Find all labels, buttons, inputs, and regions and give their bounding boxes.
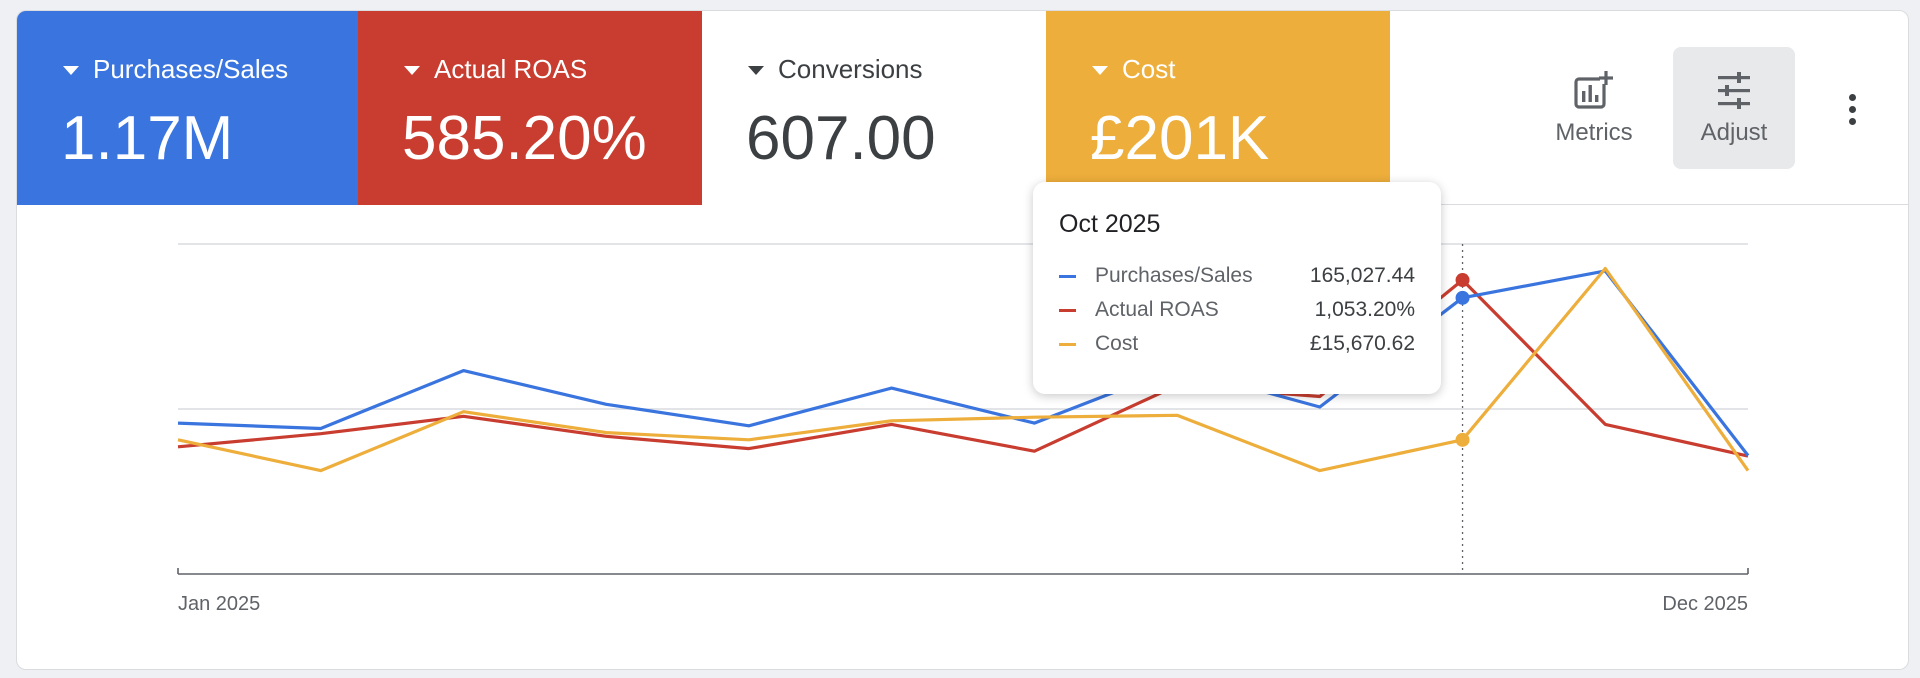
- tile-label: Purchases/Sales: [93, 54, 289, 84]
- series-line-cost: [177, 266, 1750, 473]
- highlight-point[interactable]: [1455, 273, 1470, 288]
- tooltip-row-name: Cost: [1095, 332, 1139, 355]
- tile-value: 585.20%: [402, 104, 647, 173]
- tooltip-row-name: Purchases/Sales: [1095, 264, 1253, 287]
- tooltip-row: Actual ROAS 1,053.20%: [1059, 293, 1415, 327]
- tile-label: Cost: [1122, 54, 1176, 84]
- tile-conversions[interactable]: Conversions 607.00: [702, 11, 1046, 205]
- add-chart-icon: [1574, 71, 1613, 109]
- series-line-actual-roas: [177, 278, 1749, 458]
- adjust-button[interactable]: Adjust: [1673, 47, 1795, 169]
- tile-label: Actual ROAS: [434, 54, 588, 84]
- series-line-purchases-sales: [177, 269, 1750, 457]
- dropdown-arrow-icon[interactable]: [1092, 66, 1108, 75]
- metrics-button[interactable]: Metrics: [1533, 47, 1655, 169]
- tooltip-row: Cost £15,670.62: [1059, 327, 1415, 361]
- tooltip-row-value: £15,670.62: [1309, 332, 1415, 355]
- chart-tooltip: Oct 2025 Purchases/Sales 165,027.44 Actu…: [1033, 182, 1441, 394]
- tile-label: Conversions: [778, 54, 923, 84]
- dropdown-arrow-icon[interactable]: [404, 66, 420, 75]
- dropdown-arrow-icon[interactable]: [748, 66, 764, 75]
- legend-swatch: [1059, 274, 1076, 278]
- tooltip-row: Purchases/Sales 165,027.44: [1059, 259, 1415, 293]
- tile-actual-roas[interactable]: Actual ROAS 585.20%: [358, 11, 702, 205]
- line-chart: Jan 2025 Dec 2025: [177, 243, 1750, 615]
- tune-icon: [1718, 72, 1750, 109]
- tooltip-row-value: 165,027.44: [1309, 264, 1415, 287]
- metric-tiles: Purchases/Sales 1.17M Actual ROAS 585.20…: [17, 11, 1908, 205]
- tile-cost[interactable]: Cost £201K: [1046, 11, 1390, 205]
- dropdown-arrow-icon[interactable]: [63, 66, 79, 75]
- highlight-point[interactable]: [1455, 290, 1470, 305]
- tile-value: 1.17M: [61, 104, 234, 173]
- metrics-label: Metrics: [1555, 119, 1633, 146]
- tile-value: £201K: [1090, 104, 1270, 173]
- x-tick-label-start: Jan 2025: [178, 593, 260, 615]
- tile-purchases-sales[interactable]: Purchases/Sales 1.17M: [17, 11, 358, 205]
- tooltip-row-name: Actual ROAS: [1095, 298, 1219, 321]
- tooltip-title: Oct 2025: [1059, 210, 1161, 238]
- legend-swatch: [1059, 342, 1076, 346]
- highlight-point[interactable]: [1455, 432, 1470, 447]
- tooltip-row-value: 1,053.20%: [1314, 298, 1415, 321]
- more-vert-icon[interactable]: [1837, 91, 1867, 141]
- performance-card: Purchases/Sales 1.17M Actual ROAS 585.20…: [16, 10, 1909, 670]
- x-tick-label-end: Dec 2025: [1662, 593, 1748, 615]
- legend-swatch: [1059, 308, 1076, 312]
- adjust-label: Adjust: [1700, 119, 1768, 146]
- tile-value: 607.00: [746, 104, 936, 173]
